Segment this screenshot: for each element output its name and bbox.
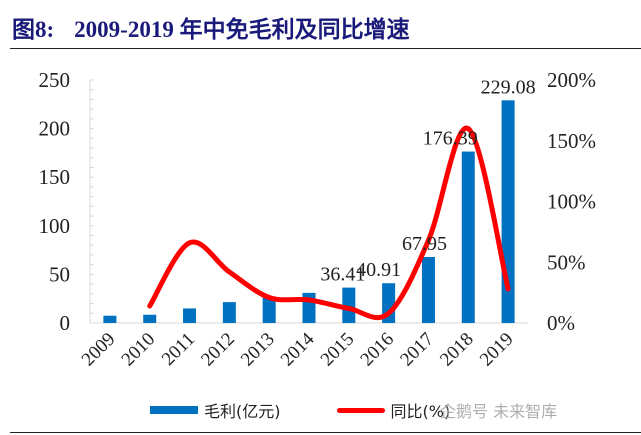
left-tick-label: 250 [39, 68, 71, 92]
data-label-2019: 229.08 [481, 76, 536, 98]
bar-2011 [183, 308, 197, 323]
legend-line-swatch [336, 407, 385, 413]
legend-item-gross-profit: 毛利(亿元) [150, 398, 281, 422]
yoy-line [147, 126, 511, 321]
left-tick-label: 150 [39, 165, 71, 189]
x-tick-label-2016: 2016 [356, 329, 398, 371]
legend-label-yoy: 同比(%) [390, 402, 451, 421]
left-tick-label: 50 [49, 262, 70, 286]
bottom-divider [10, 432, 641, 433]
right-tick-label: 100% [547, 190, 596, 214]
right-tick-label: 150% [547, 129, 596, 153]
x-tick-label-2013: 2013 [237, 329, 279, 371]
x-tick-label-2018: 2018 [436, 329, 478, 371]
x-tick-label-2011: 2011 [158, 329, 199, 370]
figure-title-text: 2009-2019 年中免毛利及同比增速 [74, 17, 410, 42]
bar-2017 [421, 256, 435, 323]
x-tick-label-2009: 2009 [78, 329, 120, 371]
left-axis: 0 50 100 150 200 250 [39, 68, 528, 335]
data-label-2018: 176.39 [423, 128, 478, 150]
figure-title: 图8: 2009-2019 年中免毛利及同比增速 [12, 10, 410, 44]
right-axis: 0% 50% 100% 150% 200% [547, 68, 596, 335]
x-axis: 2009201020112012201320142015201620172018… [78, 328, 518, 370]
legend-bar-swatch [150, 406, 198, 414]
bar-2009 [103, 315, 117, 323]
data-label-2017: 67.95 [402, 233, 447, 255]
x-tick-label-2014: 2014 [277, 328, 319, 370]
x-tick-label-2017: 2017 [396, 329, 438, 371]
line-series [147, 126, 511, 321]
right-tick-label: 200% [547, 68, 596, 92]
data-label-2016: 40.91 [356, 259, 401, 281]
left-tick-label: 200 [39, 117, 71, 141]
bar-2010 [143, 314, 157, 323]
bar-2015 [342, 287, 356, 323]
x-tick-label-2019: 2019 [476, 329, 518, 371]
bar-2013 [262, 296, 276, 323]
watermark: 企鹅号 未来智库 [440, 402, 558, 421]
right-tick-label: 0% [547, 311, 575, 335]
legend-item-yoy: 同比(%) [336, 398, 451, 422]
x-tick-label-2015: 2015 [317, 329, 359, 371]
right-tick-label: 50% [547, 250, 586, 274]
bar-2012 [222, 302, 236, 323]
left-tick-label: 100 [39, 214, 71, 238]
left-tick-label: 0 [60, 311, 71, 335]
bar-2018 [461, 151, 475, 323]
x-tick-label-2010: 2010 [118, 329, 160, 371]
legend-label-gross-profit: 毛利(亿元) [204, 402, 281, 421]
title-divider [10, 48, 641, 49]
data-label-2015: 36.41 [320, 264, 365, 286]
legend: 毛利(亿元) 同比(%) [150, 398, 506, 422]
x-tick-label-2012: 2012 [197, 329, 239, 371]
figure-label: 图8: [12, 17, 55, 42]
